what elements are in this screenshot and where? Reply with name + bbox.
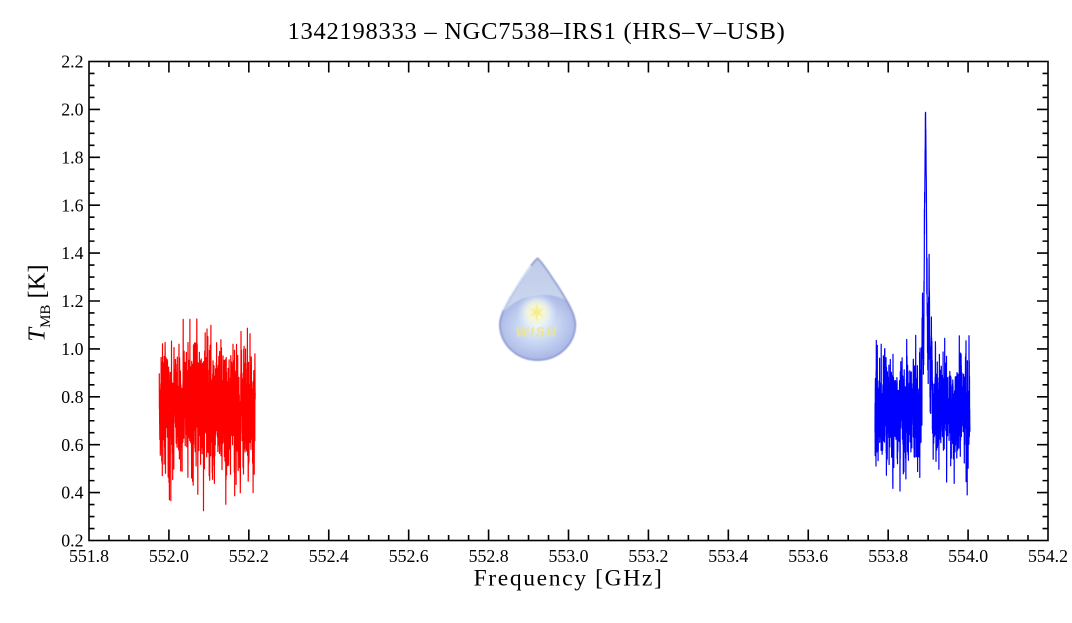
svg-text:552.4: 552.4 bbox=[309, 546, 349, 566]
svg-text:1.0: 1.0 bbox=[61, 339, 83, 359]
svg-text:552.0: 552.0 bbox=[149, 546, 189, 566]
svg-text:1.6: 1.6 bbox=[61, 195, 83, 215]
svg-text:552.8: 552.8 bbox=[469, 546, 509, 566]
svg-text:552.6: 552.6 bbox=[389, 546, 429, 566]
svg-text:TMB [K]: TMB [K] bbox=[24, 264, 55, 341]
svg-text:0.4: 0.4 bbox=[61, 483, 83, 503]
svg-text:553.2: 553.2 bbox=[628, 546, 668, 566]
svg-text:554.0: 554.0 bbox=[948, 546, 988, 566]
svg-text:2.2: 2.2 bbox=[61, 52, 83, 72]
svg-text:553.0: 553.0 bbox=[548, 546, 588, 566]
svg-text:0.8: 0.8 bbox=[61, 387, 83, 407]
svg-text:551.8: 551.8 bbox=[69, 546, 109, 566]
svg-text:0.2: 0.2 bbox=[61, 531, 83, 551]
svg-text:554.2: 554.2 bbox=[1028, 546, 1068, 566]
svg-text:2.0: 2.0 bbox=[61, 100, 83, 120]
svg-text:1.4: 1.4 bbox=[61, 243, 83, 263]
svg-text:1342198333 – NGC7538–IRS1 (HRS: 1342198333 – NGC7538–IRS1 (HRS–V–USB) bbox=[287, 18, 785, 45]
svg-text:WISH: WISH bbox=[516, 325, 558, 340]
svg-text:553.8: 553.8 bbox=[868, 546, 908, 566]
svg-text:Frequency [GHz]: Frequency [GHz] bbox=[474, 566, 664, 592]
svg-text:552.2: 552.2 bbox=[229, 546, 269, 566]
svg-text:1.8: 1.8 bbox=[61, 147, 83, 167]
svg-text:553.6: 553.6 bbox=[788, 546, 828, 566]
svg-text:0.6: 0.6 bbox=[61, 435, 83, 455]
svg-text:1.2: 1.2 bbox=[61, 291, 83, 311]
svg-text:553.4: 553.4 bbox=[708, 546, 748, 566]
